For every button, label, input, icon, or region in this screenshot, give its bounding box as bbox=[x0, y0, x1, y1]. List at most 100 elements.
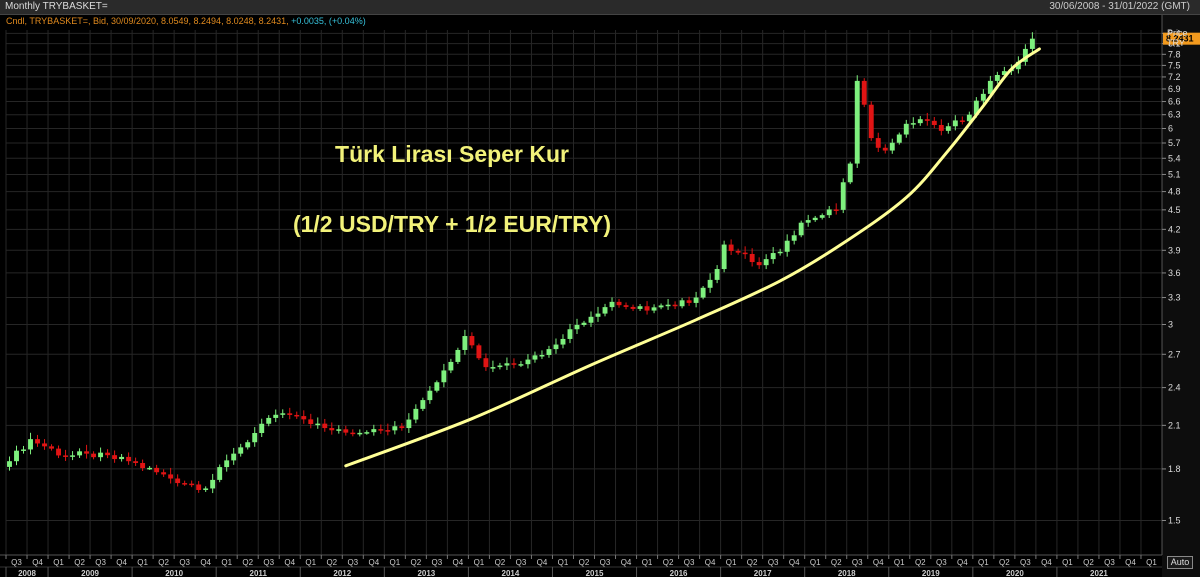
quarter-label: Q2 bbox=[747, 558, 758, 567]
candle-body bbox=[196, 484, 202, 490]
quarter-label: Q4 bbox=[621, 558, 632, 567]
candle-body bbox=[203, 488, 209, 490]
candle-body bbox=[924, 119, 930, 121]
price-tick-label: 1.5 bbox=[1168, 515, 1181, 525]
candle-body bbox=[945, 126, 951, 131]
price-tick-label: 3.3 bbox=[1168, 293, 1181, 303]
candle-body bbox=[315, 423, 321, 426]
candle-body bbox=[539, 354, 545, 357]
price-tick-label: 7.8 bbox=[1168, 49, 1181, 59]
candle-body bbox=[532, 355, 538, 360]
candle-body bbox=[994, 75, 1000, 81]
time-axis: Q3 Q4 Q1 Q2 Q3 Q4 Q1 Q2 Q3 Q4 Q1 Q2 Q3 Q4 Q1 Q2 Q3 Q4 Q1 Q2… bbox=[0, 554, 1162, 577]
candle-body bbox=[189, 483, 195, 486]
quarter-label: Q4 bbox=[200, 558, 211, 567]
candle-body bbox=[588, 316, 594, 323]
quarter-label: Q3 bbox=[852, 558, 863, 567]
quarter-label: Q2 bbox=[831, 558, 842, 567]
candle-body bbox=[490, 367, 496, 369]
quarter-label: Q4 bbox=[453, 558, 464, 567]
price-tick-label: 6 bbox=[1168, 123, 1173, 133]
year-label: 2015 bbox=[586, 569, 604, 577]
candle-body bbox=[770, 253, 776, 260]
candle-body bbox=[119, 456, 125, 460]
quarter-label: Q2 bbox=[326, 558, 337, 567]
quarter-label: Q1 bbox=[1146, 558, 1157, 567]
year-label: 2011 bbox=[250, 569, 268, 577]
candle-body bbox=[308, 419, 314, 425]
candle-body bbox=[301, 416, 307, 420]
candle-body bbox=[609, 301, 615, 308]
candle-body bbox=[70, 455, 76, 457]
candle-body bbox=[938, 124, 944, 131]
candle-body bbox=[7, 461, 12, 467]
candle-body bbox=[455, 349, 461, 362]
candle-body bbox=[217, 467, 223, 480]
candle-body bbox=[357, 432, 363, 435]
legend-change: +0.0035, (+0.04%) bbox=[291, 16, 366, 26]
quarter-label: Q3 bbox=[263, 558, 274, 567]
candle-body bbox=[973, 100, 979, 115]
candle-body bbox=[665, 304, 671, 307]
candle-body bbox=[847, 163, 853, 183]
price-tick-label: 3 bbox=[1168, 319, 1173, 329]
candle-body bbox=[245, 442, 251, 448]
candle-body bbox=[280, 413, 286, 415]
candle-body bbox=[105, 452, 111, 456]
price-tick-label: 3.9 bbox=[1168, 245, 1181, 255]
candle-body bbox=[714, 269, 720, 280]
candle-body bbox=[210, 479, 216, 489]
quarter-label: Q3 bbox=[516, 558, 527, 567]
candle-body bbox=[336, 429, 342, 431]
price-tick-label: 7.5 bbox=[1168, 60, 1181, 70]
candle-body bbox=[1015, 61, 1021, 70]
quarter-label: Q3 bbox=[768, 558, 779, 567]
candle-body bbox=[518, 364, 524, 366]
candle-body bbox=[707, 279, 713, 288]
candle-body bbox=[651, 307, 657, 311]
chart-plot: 1.5 1.8 2.1 2.4 2.7 3 3.3 3.6 3.9 4.2 4.5 4.8 5.1 5.4… bbox=[0, 15, 1200, 577]
candle-body bbox=[966, 114, 972, 122]
candle-body bbox=[483, 358, 489, 368]
auto-scale-button[interactable]: Auto bbox=[1167, 556, 1193, 569]
candle-body bbox=[728, 244, 734, 251]
candle-body bbox=[406, 419, 412, 429]
candle-body bbox=[476, 345, 482, 359]
price-tick-label: 5.4 bbox=[1168, 153, 1181, 163]
quarter-label: Q3 bbox=[11, 558, 22, 567]
candle-body bbox=[658, 305, 664, 308]
candle-body bbox=[952, 120, 958, 127]
candle-body bbox=[35, 439, 40, 444]
candle-body bbox=[903, 123, 909, 135]
quarter-label: Q3 bbox=[179, 558, 190, 567]
candle-body bbox=[1001, 71, 1007, 76]
candle-body bbox=[819, 215, 825, 218]
price-tick-label: 6.3 bbox=[1168, 110, 1181, 120]
price-tick-label: 5.1 bbox=[1168, 169, 1181, 179]
candle-body bbox=[686, 300, 692, 303]
candle-body bbox=[721, 244, 727, 270]
candle-body bbox=[987, 80, 993, 94]
candle-body bbox=[497, 365, 503, 368]
candle-body bbox=[672, 304, 678, 307]
candle-body bbox=[854, 80, 860, 164]
candle-body bbox=[959, 120, 965, 122]
candle-body bbox=[182, 483, 188, 485]
candle-body bbox=[371, 429, 377, 433]
candle-body bbox=[931, 120, 937, 125]
candle-body bbox=[798, 222, 804, 236]
candle-body bbox=[259, 423, 265, 434]
price-tick-label: 4.5 bbox=[1168, 205, 1181, 215]
candle-body bbox=[49, 446, 54, 449]
quarter-label: Q1 bbox=[726, 558, 737, 567]
candle-body bbox=[168, 474, 174, 479]
chart-window-title: Monthly TRYBASKET= bbox=[5, 1, 108, 12]
candle-body bbox=[525, 359, 531, 365]
chart-title: Türk Lirası Seper Kur bbox=[335, 141, 569, 167]
candle-body bbox=[861, 80, 867, 105]
year-label: 2021 bbox=[1090, 569, 1108, 577]
candle-body bbox=[77, 451, 83, 456]
year-label: 2020 bbox=[1006, 569, 1024, 577]
quarter-label: Q1 bbox=[137, 558, 148, 567]
year-label: 2012 bbox=[333, 569, 351, 577]
